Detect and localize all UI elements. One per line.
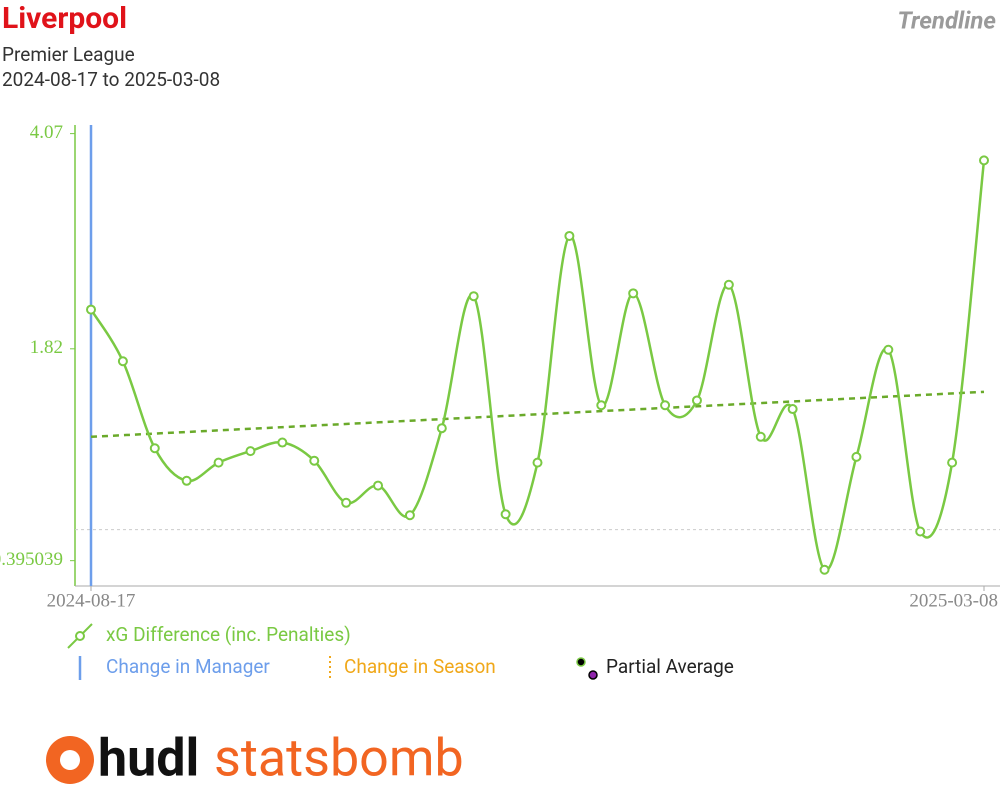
legend-average: Partial Average [606, 655, 734, 678]
data-point [277, 437, 288, 448]
data-point [851, 451, 862, 462]
data-point [341, 497, 352, 508]
date-range: 2024-08-17 to 2025-03-08 [2, 68, 220, 91]
data-point [691, 395, 702, 406]
data-point [149, 443, 160, 454]
data-point [245, 446, 256, 457]
logo: hudl statsbomb [46, 728, 464, 789]
data-point [819, 564, 830, 575]
mode-label: Trendline [897, 6, 996, 34]
data-point [755, 431, 766, 442]
logo-icon [60, 750, 80, 770]
data-point [373, 480, 384, 491]
y-tick-label: 4.07 [30, 122, 63, 143]
data-point [883, 344, 894, 355]
data-point [947, 457, 958, 468]
legend: xG Difference (inc. Penalties) Change in… [67, 623, 734, 680]
x-tick-label: 2024-08-17 [47, 590, 136, 611]
data-point [86, 304, 96, 315]
legend-series: xG Difference (inc. Penalties) [106, 623, 351, 646]
data-point [596, 400, 607, 411]
data-point [660, 400, 671, 411]
team-title: Liverpool [2, 1, 127, 36]
data-point [723, 279, 734, 290]
data-point [787, 404, 798, 415]
data-point [181, 475, 192, 486]
legend-manager: Change in Manager [106, 655, 270, 678]
data-point [564, 230, 575, 241]
data-point [915, 526, 926, 537]
data-point [213, 457, 224, 468]
legend-point-icon [75, 631, 85, 641]
legend-season: Change in Season [344, 655, 496, 678]
x-tick-label: 2025-03-08 [909, 590, 998, 611]
data-point [979, 155, 989, 166]
competition: Premier League [2, 43, 135, 66]
data-point [468, 291, 479, 302]
legend-average-icon [588, 670, 598, 680]
logo-text: hudl [98, 728, 199, 789]
series-line [89, 160, 986, 572]
y-tick-label: 1.82 [30, 337, 63, 358]
data-point [532, 457, 543, 468]
y-tick-label: -0.395039 [0, 549, 63, 570]
data-point [309, 455, 320, 466]
data-point [628, 288, 639, 299]
data-point [404, 510, 415, 521]
data-point [500, 509, 511, 520]
data-point [117, 356, 128, 367]
trendline [90, 390, 985, 439]
logo-text: statsbomb [214, 728, 464, 789]
data-point [436, 423, 447, 434]
legend-average-icon [576, 657, 586, 667]
